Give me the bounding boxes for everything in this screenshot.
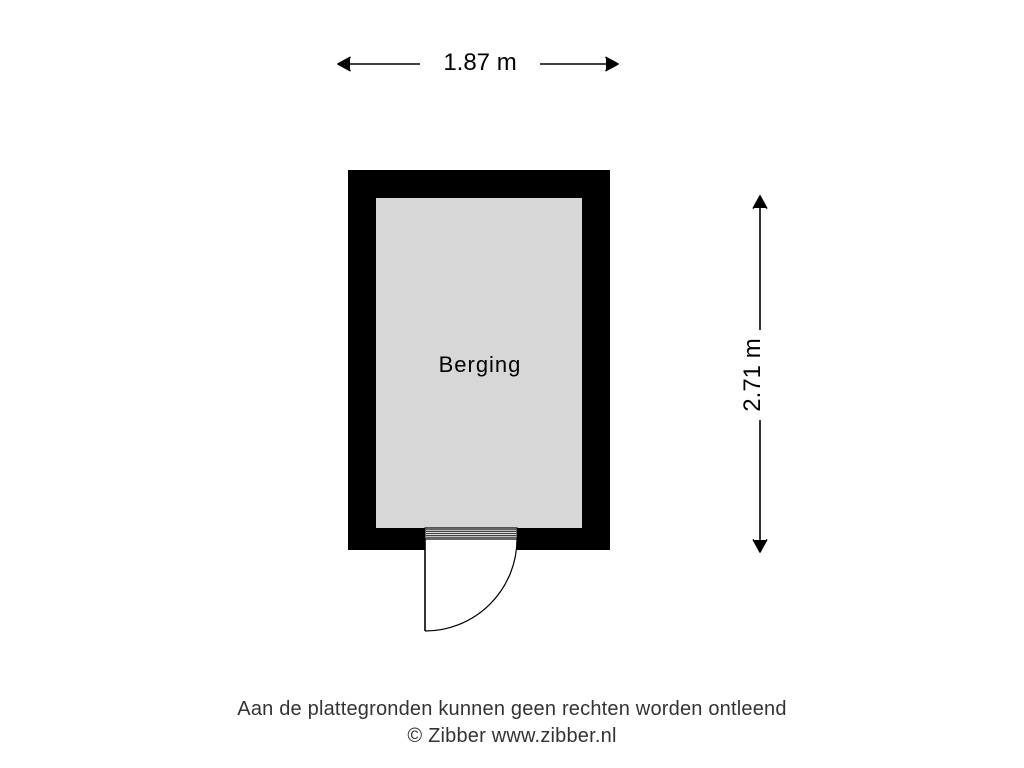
dim-width-label: 1.87 m	[443, 49, 516, 76]
footer-line-2: © Zibber www.zibber.nl	[0, 723, 1024, 750]
floorplan-canvas: Berging 1.87 m 2.71 m	[0, 0, 1024, 768]
footer-disclaimer: Aan de plattegronden kunnen geen rechten…	[0, 696, 1024, 750]
footer-line-1: Aan de plattegronden kunnen geen rechten…	[0, 696, 1024, 723]
room-label: Berging	[439, 352, 522, 377]
dim-height-label: 2.71 m	[739, 338, 766, 411]
